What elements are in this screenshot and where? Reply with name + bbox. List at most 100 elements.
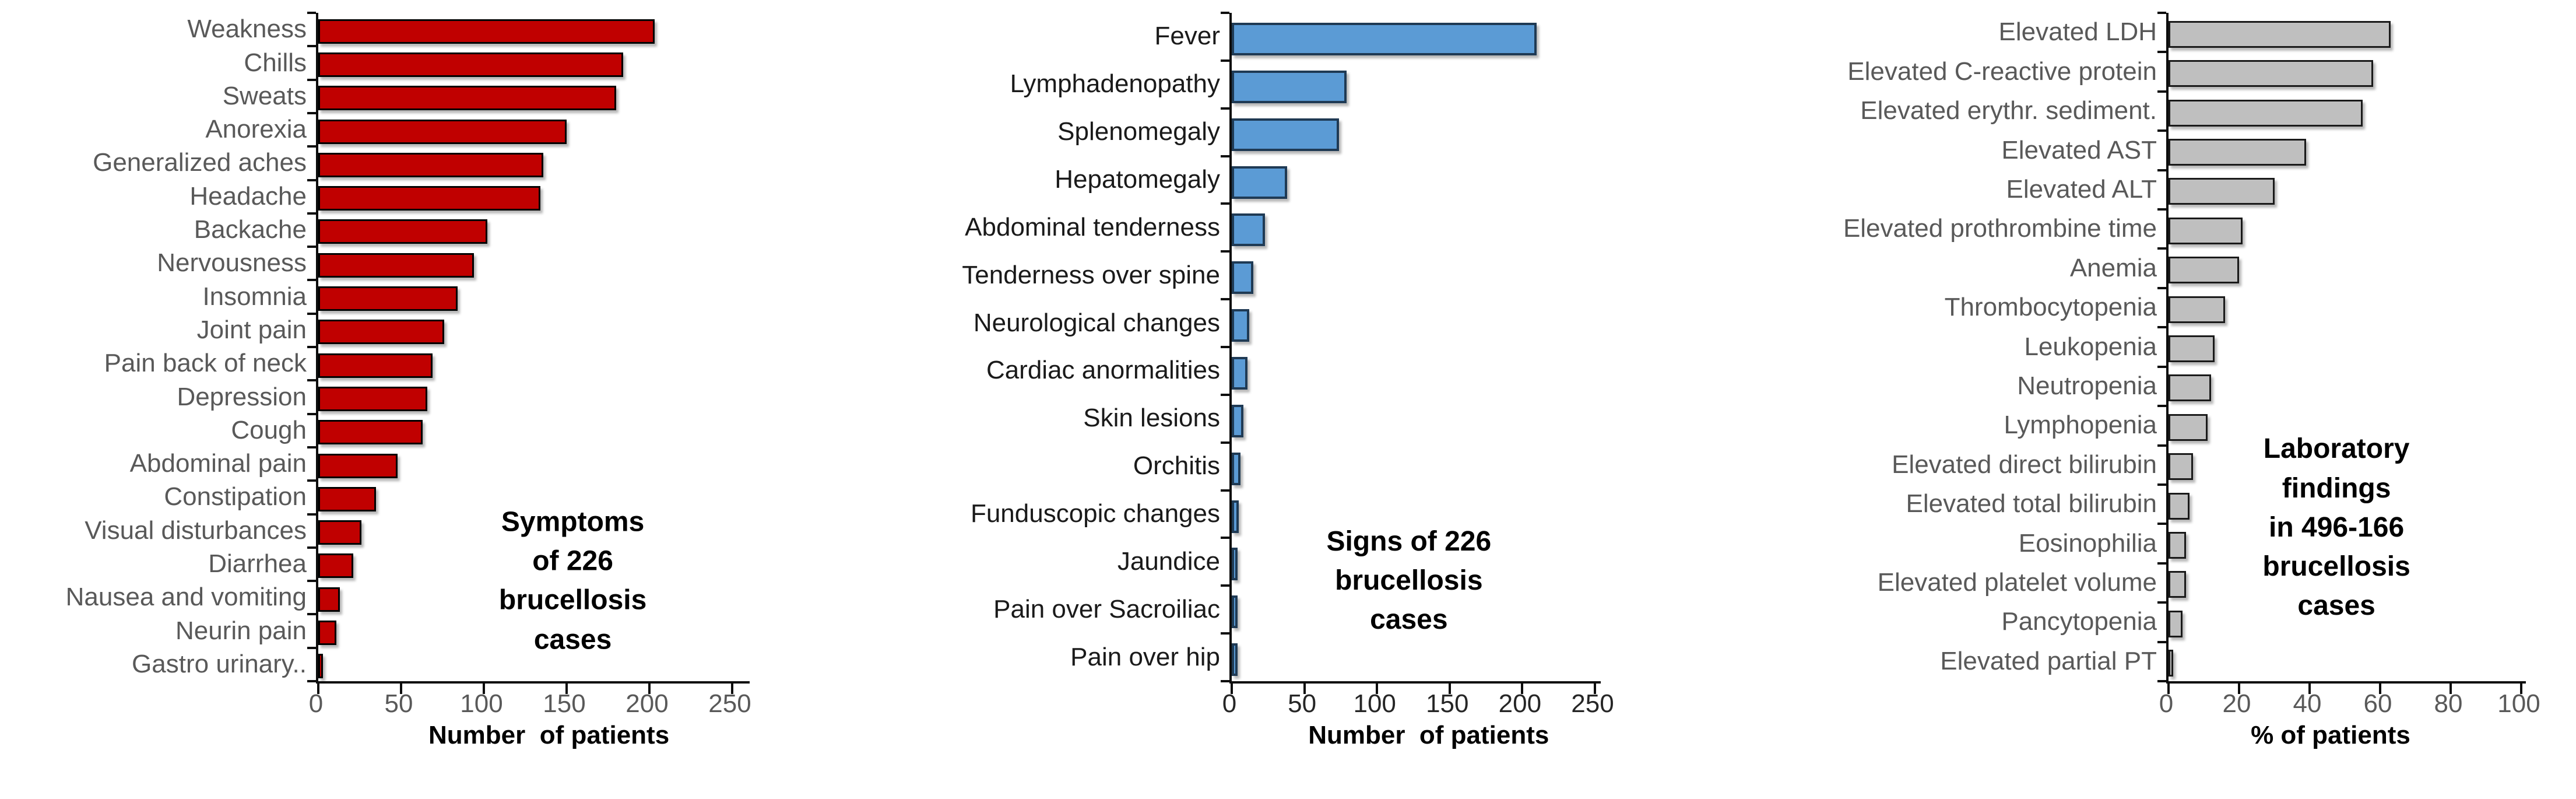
chart-laboratory-findings: Elevated LDH Elevated C-reactive protein E…: [1811, 12, 2540, 764]
x-tick-labels: 0 50 100 150 200 250: [1222, 681, 1614, 718]
category-label: Splenomegaly: [1057, 117, 1220, 146]
bar: [318, 654, 323, 679]
x-tick-label: 200: [1498, 689, 1542, 718]
y-axis-tick: [1221, 537, 1229, 539]
y-axis-tick: [1221, 12, 1229, 14]
y-axis-tick: [2157, 90, 2166, 93]
y-axis-tick: [2157, 365, 2166, 368]
y-axis-tick: [2157, 208, 2166, 211]
category-label: Jaundice: [1117, 546, 1220, 576]
bar: [2169, 335, 2215, 362]
x-tick-label: 40: [2293, 689, 2322, 718]
x-tick-label: 150: [543, 689, 586, 718]
y-axis-tick: [307, 212, 316, 215]
category-label: Lymphadenopathy: [1010, 69, 1220, 99]
category-labels: Elevated LDH Elevated C-reactive protein E…: [1811, 13, 2166, 681]
y-axis-tick: [2157, 444, 2166, 447]
x-axis-title: % of patients: [2251, 721, 2410, 749]
y-axis-tick: [307, 279, 316, 282]
bar: [2169, 178, 2275, 205]
x-axis-title: Number of patients: [428, 721, 670, 749]
category-label: Elevated total bilirubin: [1906, 489, 2157, 518]
chart-signs: Fever Lymphadenopathy Splenomegaly Hepatome…: [915, 12, 1614, 764]
bar: [2169, 60, 2373, 87]
bar: [318, 219, 487, 244]
plot-area: Signs of 226 brucellosis cases: [1221, 12, 1601, 694]
bar: [318, 553, 353, 579]
x-tick-label: 20: [2222, 689, 2251, 718]
y-axis-tick: [307, 111, 316, 114]
bar: [1232, 643, 1238, 677]
category-label: Pain back of neck: [104, 349, 307, 378]
category-label: Elevated AST: [2001, 135, 2157, 164]
x-tick-label: 60: [2363, 689, 2392, 718]
y-axis-tick: [307, 178, 316, 181]
y-axis-tick: [1221, 59, 1229, 62]
bar: [1232, 213, 1266, 247]
category-label: Cough: [231, 415, 307, 444]
x-tick-label: 80: [2434, 689, 2463, 718]
y-axis-tick: [307, 646, 316, 649]
category-label: Cardiac anormalities: [986, 356, 1220, 385]
y-axis-tick: [307, 312, 316, 315]
x-axis-tick: [1303, 684, 1306, 694]
plot-area: Symptoms of 226 brucellosis cases: [307, 12, 750, 694]
x-tick-labels: 0 50 100 150 200 250: [309, 681, 751, 718]
y-axis-tick: [1221, 393, 1229, 396]
category-label: Elevated partial PT: [1940, 646, 2157, 675]
bar: [2169, 138, 2306, 166]
bar: [2169, 99, 2363, 127]
y-axis-tick: [2157, 286, 2166, 289]
x-axis-tick: [2167, 684, 2170, 694]
bar: [318, 520, 361, 545]
bar: [2169, 650, 2173, 677]
bar: [318, 420, 423, 445]
bar: [2169, 453, 2194, 481]
x-tick-label: 100: [2497, 689, 2540, 718]
category-label: Pain over hip: [1070, 642, 1220, 671]
y-axis-tick: [1221, 441, 1229, 444]
x-tick-label: 250: [1571, 689, 1614, 718]
bar: [318, 453, 398, 478]
category-label: Orchitis: [1133, 451, 1220, 481]
bar: [318, 486, 377, 511]
y-axis-tick: [1221, 680, 1229, 682]
bar: [318, 353, 433, 378]
category-labels: Weakness Chills Sweats Anorexia Generalized …: [36, 13, 316, 681]
y-axis-tick: [2157, 523, 2166, 525]
bar: [2169, 20, 2391, 48]
category-label: Elevated C-reactive protein: [1847, 57, 2157, 86]
category-label: Generalized aches: [93, 148, 307, 177]
y-axis-tick: [307, 12, 316, 14]
y-axis-tick: [2157, 247, 2166, 250]
x-axis-tick: [400, 684, 402, 694]
bar: [318, 19, 655, 44]
x-axis-tick: [1594, 684, 1596, 694]
bar: [318, 152, 544, 177]
category-label: Depression: [177, 382, 307, 411]
category-label: Abdominal pain: [129, 449, 307, 478]
x-axis-tick: [2308, 684, 2311, 694]
category-label: Joint pain: [196, 315, 307, 344]
y-axis-tick: [307, 145, 316, 148]
bar: [318, 253, 474, 278]
category-label: Diarrhea: [208, 549, 307, 578]
category-label: Sweats: [222, 81, 307, 110]
y-axis-tick: [2157, 562, 2166, 565]
bar: [1232, 452, 1240, 485]
bar: [2169, 374, 2211, 402]
bar: [1232, 548, 1238, 581]
bar: [1232, 261, 1254, 295]
x-tick-label: 250: [708, 689, 751, 718]
y-axis-tick: [2157, 12, 2166, 14]
category-label: Insomnia: [202, 282, 307, 311]
category-label: Skin lesions: [1083, 404, 1220, 433]
y-axis-tick: [2157, 640, 2166, 643]
category-label: Elevated prothrombine time: [1843, 214, 2157, 243]
chart-title: Laboratory findings in 496-166 brucellos…: [2262, 433, 2410, 622]
category-label: Chills: [244, 48, 307, 77]
category-label: Tenderness over spine: [962, 260, 1220, 289]
category-label: Neutropenia: [2017, 371, 2157, 400]
chart-symptoms: Weakness Chills Sweats Anorexia Generalized …: [36, 12, 751, 764]
